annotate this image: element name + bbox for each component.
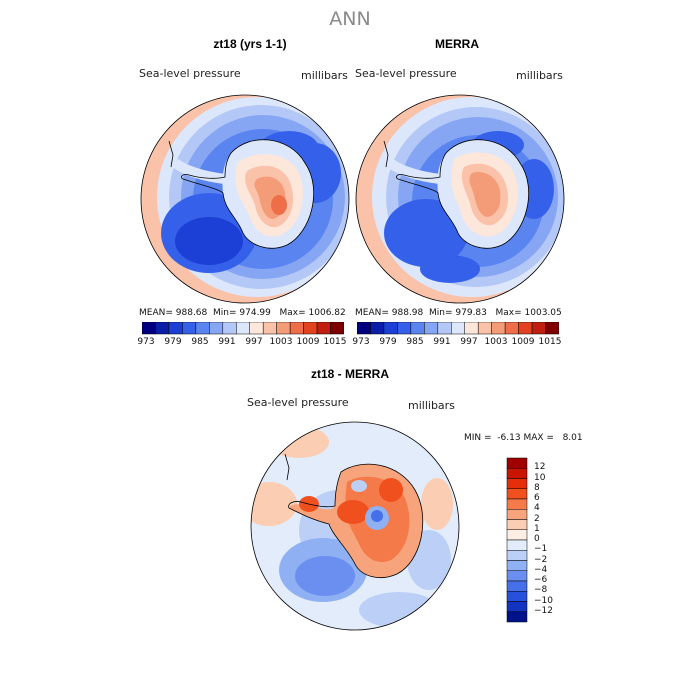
colorbar-swatch — [464, 322, 479, 335]
colorbar-label: 2 — [534, 513, 540, 524]
colorbar-swatch — [168, 322, 183, 335]
colorbar-swatch — [506, 601, 528, 612]
colorbar-label: −10 — [534, 595, 553, 606]
diff-colorbar-labels: 12 10 8 6 4 2 1 0 −1 −2 −4 −6 −8 −10 −12 — [534, 457, 584, 627]
panel-2-title: MERRA — [435, 37, 479, 51]
colorbar-swatch — [506, 509, 528, 520]
colorbar-swatch — [506, 457, 528, 469]
panel-1-colorbar — [142, 322, 344, 335]
colorbar-swatch — [289, 322, 304, 335]
colorbar-swatch — [506, 560, 528, 571]
panel-2-stats: MEAN= 988.98 Min= 979.83 Max= 1003.05 — [355, 308, 562, 318]
colorbar-label: 997 — [245, 337, 263, 347]
colorbar-label: 1009 — [296, 337, 320, 347]
colorbar-swatch — [477, 322, 492, 335]
colorbar-label: 0 — [534, 534, 540, 544]
panel-2-map — [355, 94, 565, 304]
diff-panel-units: millibars — [408, 399, 455, 412]
colorbar-swatch — [370, 322, 385, 335]
panel-2-units: millibars — [516, 69, 563, 82]
colorbar-swatch — [491, 322, 506, 335]
colorbar-swatch — [506, 580, 528, 592]
colorbar-swatch — [506, 478, 528, 489]
panel-1-units: millibars — [301, 69, 348, 82]
colorbar-swatch — [506, 488, 528, 500]
colorbar-swatch — [330, 322, 344, 335]
colorbar-swatch — [397, 322, 412, 335]
diff-colorbar — [506, 457, 528, 623]
colorbar-swatch — [506, 570, 528, 582]
colorbar-label: 991 — [433, 337, 451, 347]
colorbar-swatch — [504, 322, 519, 335]
colorbar-label: 4 — [534, 503, 540, 514]
colorbar-swatch — [506, 591, 528, 602]
colorbar-swatch — [195, 322, 210, 335]
colorbar-swatch — [142, 322, 156, 335]
colorbar-swatch — [357, 322, 371, 335]
colorbar-swatch — [303, 322, 318, 335]
panel-1-title: zt18 (yrs 1-1) — [213, 37, 287, 51]
colorbar-label: 6 — [534, 493, 540, 503]
diff-panel-minmax: MIN = -6.13 MAX = 8.01 — [464, 433, 583, 443]
colorbar-swatch — [545, 322, 559, 335]
colorbar-label: 1009 — [511, 337, 535, 347]
diff-panel-variable: Sea-level pressure — [247, 396, 349, 409]
colorbar-swatch — [437, 322, 452, 335]
colorbar-swatch — [518, 322, 533, 335]
panel-2-colorbar — [357, 322, 559, 335]
colorbar-label: 10 — [534, 472, 546, 483]
colorbar-label: 8 — [534, 482, 540, 493]
panel-1-colorbar-labels: 973 979 985 991 997 1003 1009 1015 — [137, 337, 346, 349]
colorbar-label: −12 — [534, 605, 553, 616]
colorbar-swatch — [506, 529, 528, 541]
panel-1-variable: Sea-level pressure — [139, 67, 241, 80]
colorbar-swatch — [506, 498, 528, 510]
colorbar-swatch — [410, 322, 425, 335]
colorbar-label: 979 — [164, 337, 182, 347]
colorbar-swatch — [249, 322, 264, 335]
panel-2-colorbar-labels: 973 979 985 991 997 1003 1009 1015 — [352, 337, 561, 349]
colorbar-swatch — [262, 322, 277, 335]
colorbar-swatch — [506, 468, 528, 479]
colorbar-swatch — [316, 322, 331, 335]
colorbar-swatch — [531, 322, 546, 335]
colorbar-swatch — [506, 611, 528, 623]
panel-1-stats: MEAN= 988.68 Min= 974.99 Max= 1006.82 — [139, 308, 346, 318]
colorbar-label: 973 — [352, 337, 370, 347]
colorbar-label: 1 — [534, 523, 540, 534]
colorbar-swatch — [383, 322, 398, 335]
colorbar-swatch — [236, 322, 250, 335]
colorbar-label: −8 — [534, 585, 548, 596]
diff-panel-title: zt18 - MERRA — [310, 367, 389, 381]
colorbar-label: −1 — [534, 544, 548, 555]
main-title: ANN — [329, 8, 371, 30]
colorbar-swatch — [424, 322, 439, 335]
colorbar-swatch — [182, 322, 197, 335]
colorbar-label: −4 — [534, 564, 548, 575]
colorbar-label: 1015 — [538, 337, 562, 347]
panel-1-map — [140, 94, 350, 304]
colorbar-swatch — [209, 322, 224, 335]
panel-2-variable: Sea-level pressure — [355, 67, 457, 80]
colorbar-label: 973 — [137, 337, 155, 347]
colorbar-label: 1003 — [484, 337, 508, 347]
colorbar-swatch — [506, 550, 528, 561]
colorbar-label: 991 — [218, 337, 236, 347]
colorbar-label: −2 — [534, 554, 548, 565]
colorbar-swatch — [506, 539, 528, 551]
colorbar-label: 1015 — [323, 337, 347, 347]
colorbar-swatch — [451, 322, 465, 335]
colorbar-label: 985 — [191, 337, 209, 347]
colorbar-swatch — [276, 322, 291, 335]
diff-panel-map — [250, 421, 460, 631]
colorbar-label: 997 — [460, 337, 478, 347]
colorbar-label: 1003 — [269, 337, 293, 347]
colorbar-label: 985 — [406, 337, 424, 347]
colorbar-swatch — [506, 519, 528, 530]
colorbar-label: −6 — [534, 575, 548, 585]
colorbar-swatch — [222, 322, 237, 335]
colorbar-label: 979 — [379, 337, 397, 347]
colorbar-swatch — [155, 322, 170, 335]
colorbar-label: 12 — [534, 462, 546, 473]
